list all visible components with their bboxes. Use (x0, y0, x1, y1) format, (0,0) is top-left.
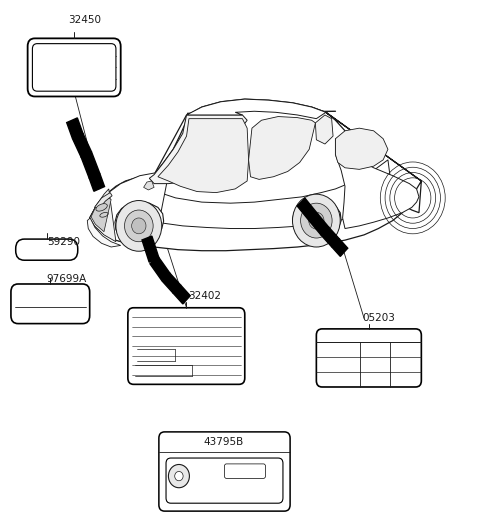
Polygon shape (315, 115, 333, 144)
Polygon shape (95, 193, 112, 209)
FancyBboxPatch shape (316, 329, 421, 387)
Polygon shape (91, 197, 111, 232)
Polygon shape (81, 152, 100, 178)
Polygon shape (149, 115, 247, 184)
Text: 32402: 32402 (188, 292, 221, 302)
Polygon shape (87, 218, 120, 247)
Text: 43795B: 43795B (203, 437, 243, 447)
Text: 05203: 05203 (362, 313, 395, 322)
Polygon shape (336, 139, 419, 228)
Polygon shape (89, 173, 105, 191)
Circle shape (309, 212, 324, 229)
FancyBboxPatch shape (11, 284, 90, 323)
Polygon shape (90, 189, 116, 242)
Circle shape (168, 465, 190, 487)
Polygon shape (310, 214, 329, 235)
FancyBboxPatch shape (159, 432, 290, 511)
Ellipse shape (96, 204, 108, 211)
Circle shape (292, 194, 340, 247)
Polygon shape (332, 238, 348, 256)
Polygon shape (67, 118, 83, 139)
Polygon shape (158, 118, 249, 193)
Polygon shape (115, 202, 164, 245)
Polygon shape (321, 227, 339, 247)
Polygon shape (142, 236, 159, 262)
Polygon shape (90, 173, 168, 247)
Text: 59290: 59290 (47, 237, 80, 247)
Polygon shape (162, 273, 180, 294)
FancyBboxPatch shape (166, 458, 283, 503)
FancyBboxPatch shape (33, 44, 116, 91)
Polygon shape (249, 116, 315, 179)
Text: 97699A: 97699A (47, 274, 87, 284)
FancyBboxPatch shape (128, 308, 245, 384)
Circle shape (116, 201, 162, 251)
Circle shape (132, 218, 146, 234)
Polygon shape (336, 128, 388, 169)
Polygon shape (173, 285, 190, 304)
Circle shape (300, 203, 332, 238)
FancyBboxPatch shape (225, 464, 265, 478)
FancyBboxPatch shape (16, 239, 78, 260)
Polygon shape (292, 200, 341, 242)
Polygon shape (140, 160, 393, 228)
Polygon shape (90, 99, 421, 251)
Polygon shape (144, 181, 154, 190)
Polygon shape (187, 99, 326, 118)
Text: 32450: 32450 (69, 15, 101, 25)
Polygon shape (72, 133, 91, 158)
Circle shape (124, 210, 153, 242)
Polygon shape (150, 256, 170, 281)
Circle shape (175, 472, 183, 481)
FancyBboxPatch shape (28, 38, 120, 97)
Polygon shape (297, 198, 318, 222)
